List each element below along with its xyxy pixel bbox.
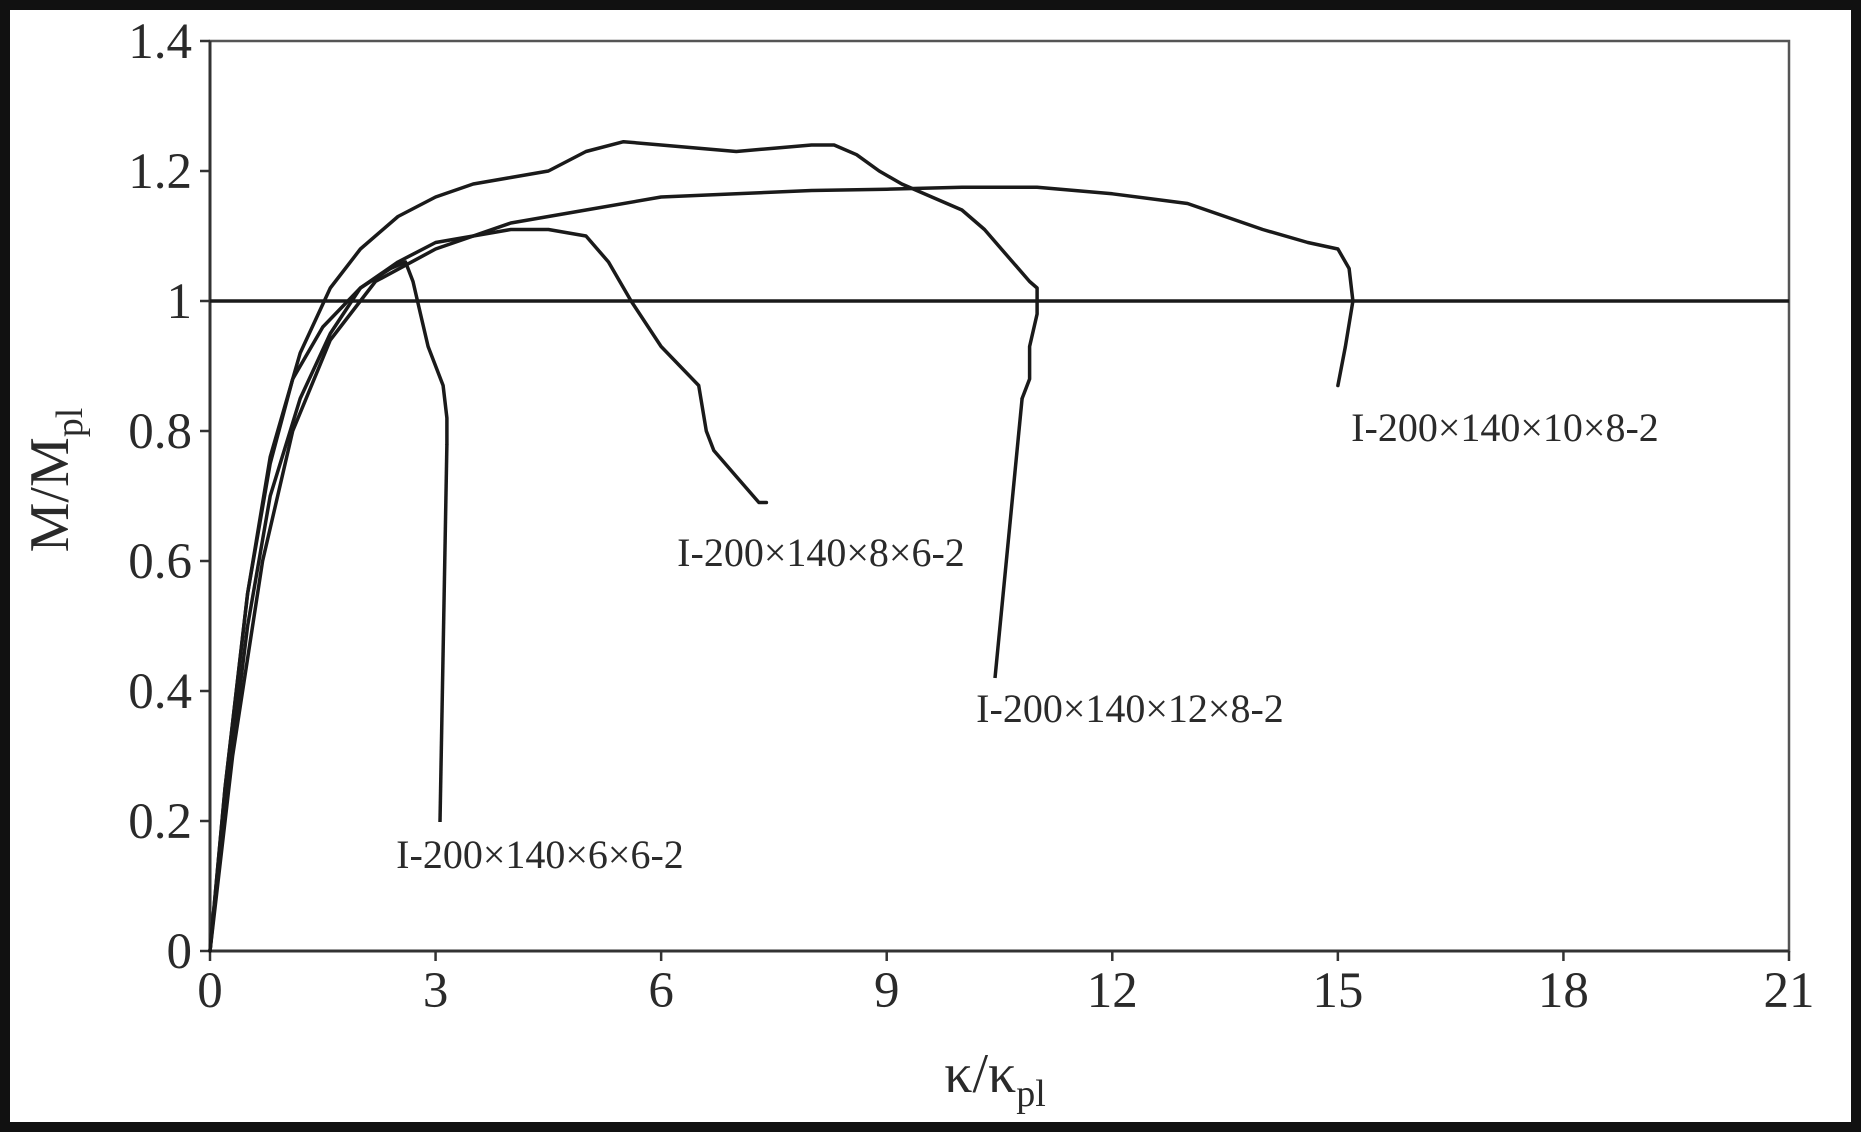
- y-tick-label: 0.6: [128, 534, 192, 590]
- series-labels-layer: I-200×140×6×6-2 I-200×140×8×6-2 I-200×140×…: [396, 398, 1659, 877]
- y-tick-label: 1.4: [128, 14, 192, 70]
- y-axis-label: M/Mpl: [19, 408, 91, 553]
- x-tick-label: 9: [874, 963, 900, 1019]
- x-tick-label: 6: [648, 963, 674, 1019]
- y-tick-label: 0.2: [128, 794, 192, 850]
- x-tick-label: 12: [1087, 963, 1138, 1019]
- axes-layer: [208, 39, 1791, 953]
- series-label: I-200×140×6×6-2: [396, 832, 684, 877]
- series-line: [208, 185, 1355, 953]
- series-layer: [208, 139, 1355, 953]
- x-tick-label: 15: [1312, 963, 1363, 1019]
- series-line: [208, 227, 769, 953]
- x-tick-label: 3: [423, 963, 449, 1019]
- series-leader-line: [438, 443, 449, 823]
- x-tick-label: 0: [197, 963, 223, 1019]
- series-label: I-200×140×10×8-2: [1351, 405, 1659, 450]
- y-tick-label: 0.8: [128, 404, 192, 460]
- moment-curvature-chart: 0 3 6 9 12 15 18 21 0 0.2 0.4 0.6 0.8 1 1.2 1.4 I-200×1…: [19, 14, 1815, 1115]
- x-axis-label: κ/κpl: [944, 1043, 1046, 1115]
- y-tick-label: 0.4: [128, 664, 192, 720]
- y-tick-label: 1.2: [128, 144, 192, 200]
- series-leader-line: [993, 398, 1024, 679]
- series-line: [208, 139, 1039, 953]
- chart-frame: 0 3 6 9 12 15 18 21 0 0.2 0.4 0.6 0.8 1 1.2 1.4 I-200×1…: [10, 10, 1851, 1122]
- series-label: I-200×140×8×6-2: [677, 530, 965, 575]
- x-tick-label: 21: [1764, 963, 1815, 1019]
- ticks-layer: 0 3 6 9 12 15 18 21 0 0.2 0.4 0.6 0.8 1 1.2 1.4: [128, 14, 1814, 1019]
- y-tick-label: 1: [167, 274, 193, 330]
- x-tick-label: 18: [1538, 963, 1589, 1019]
- y-tick-label: 0: [167, 924, 193, 980]
- series-label: I-200×140×12×8-2: [976, 686, 1284, 731]
